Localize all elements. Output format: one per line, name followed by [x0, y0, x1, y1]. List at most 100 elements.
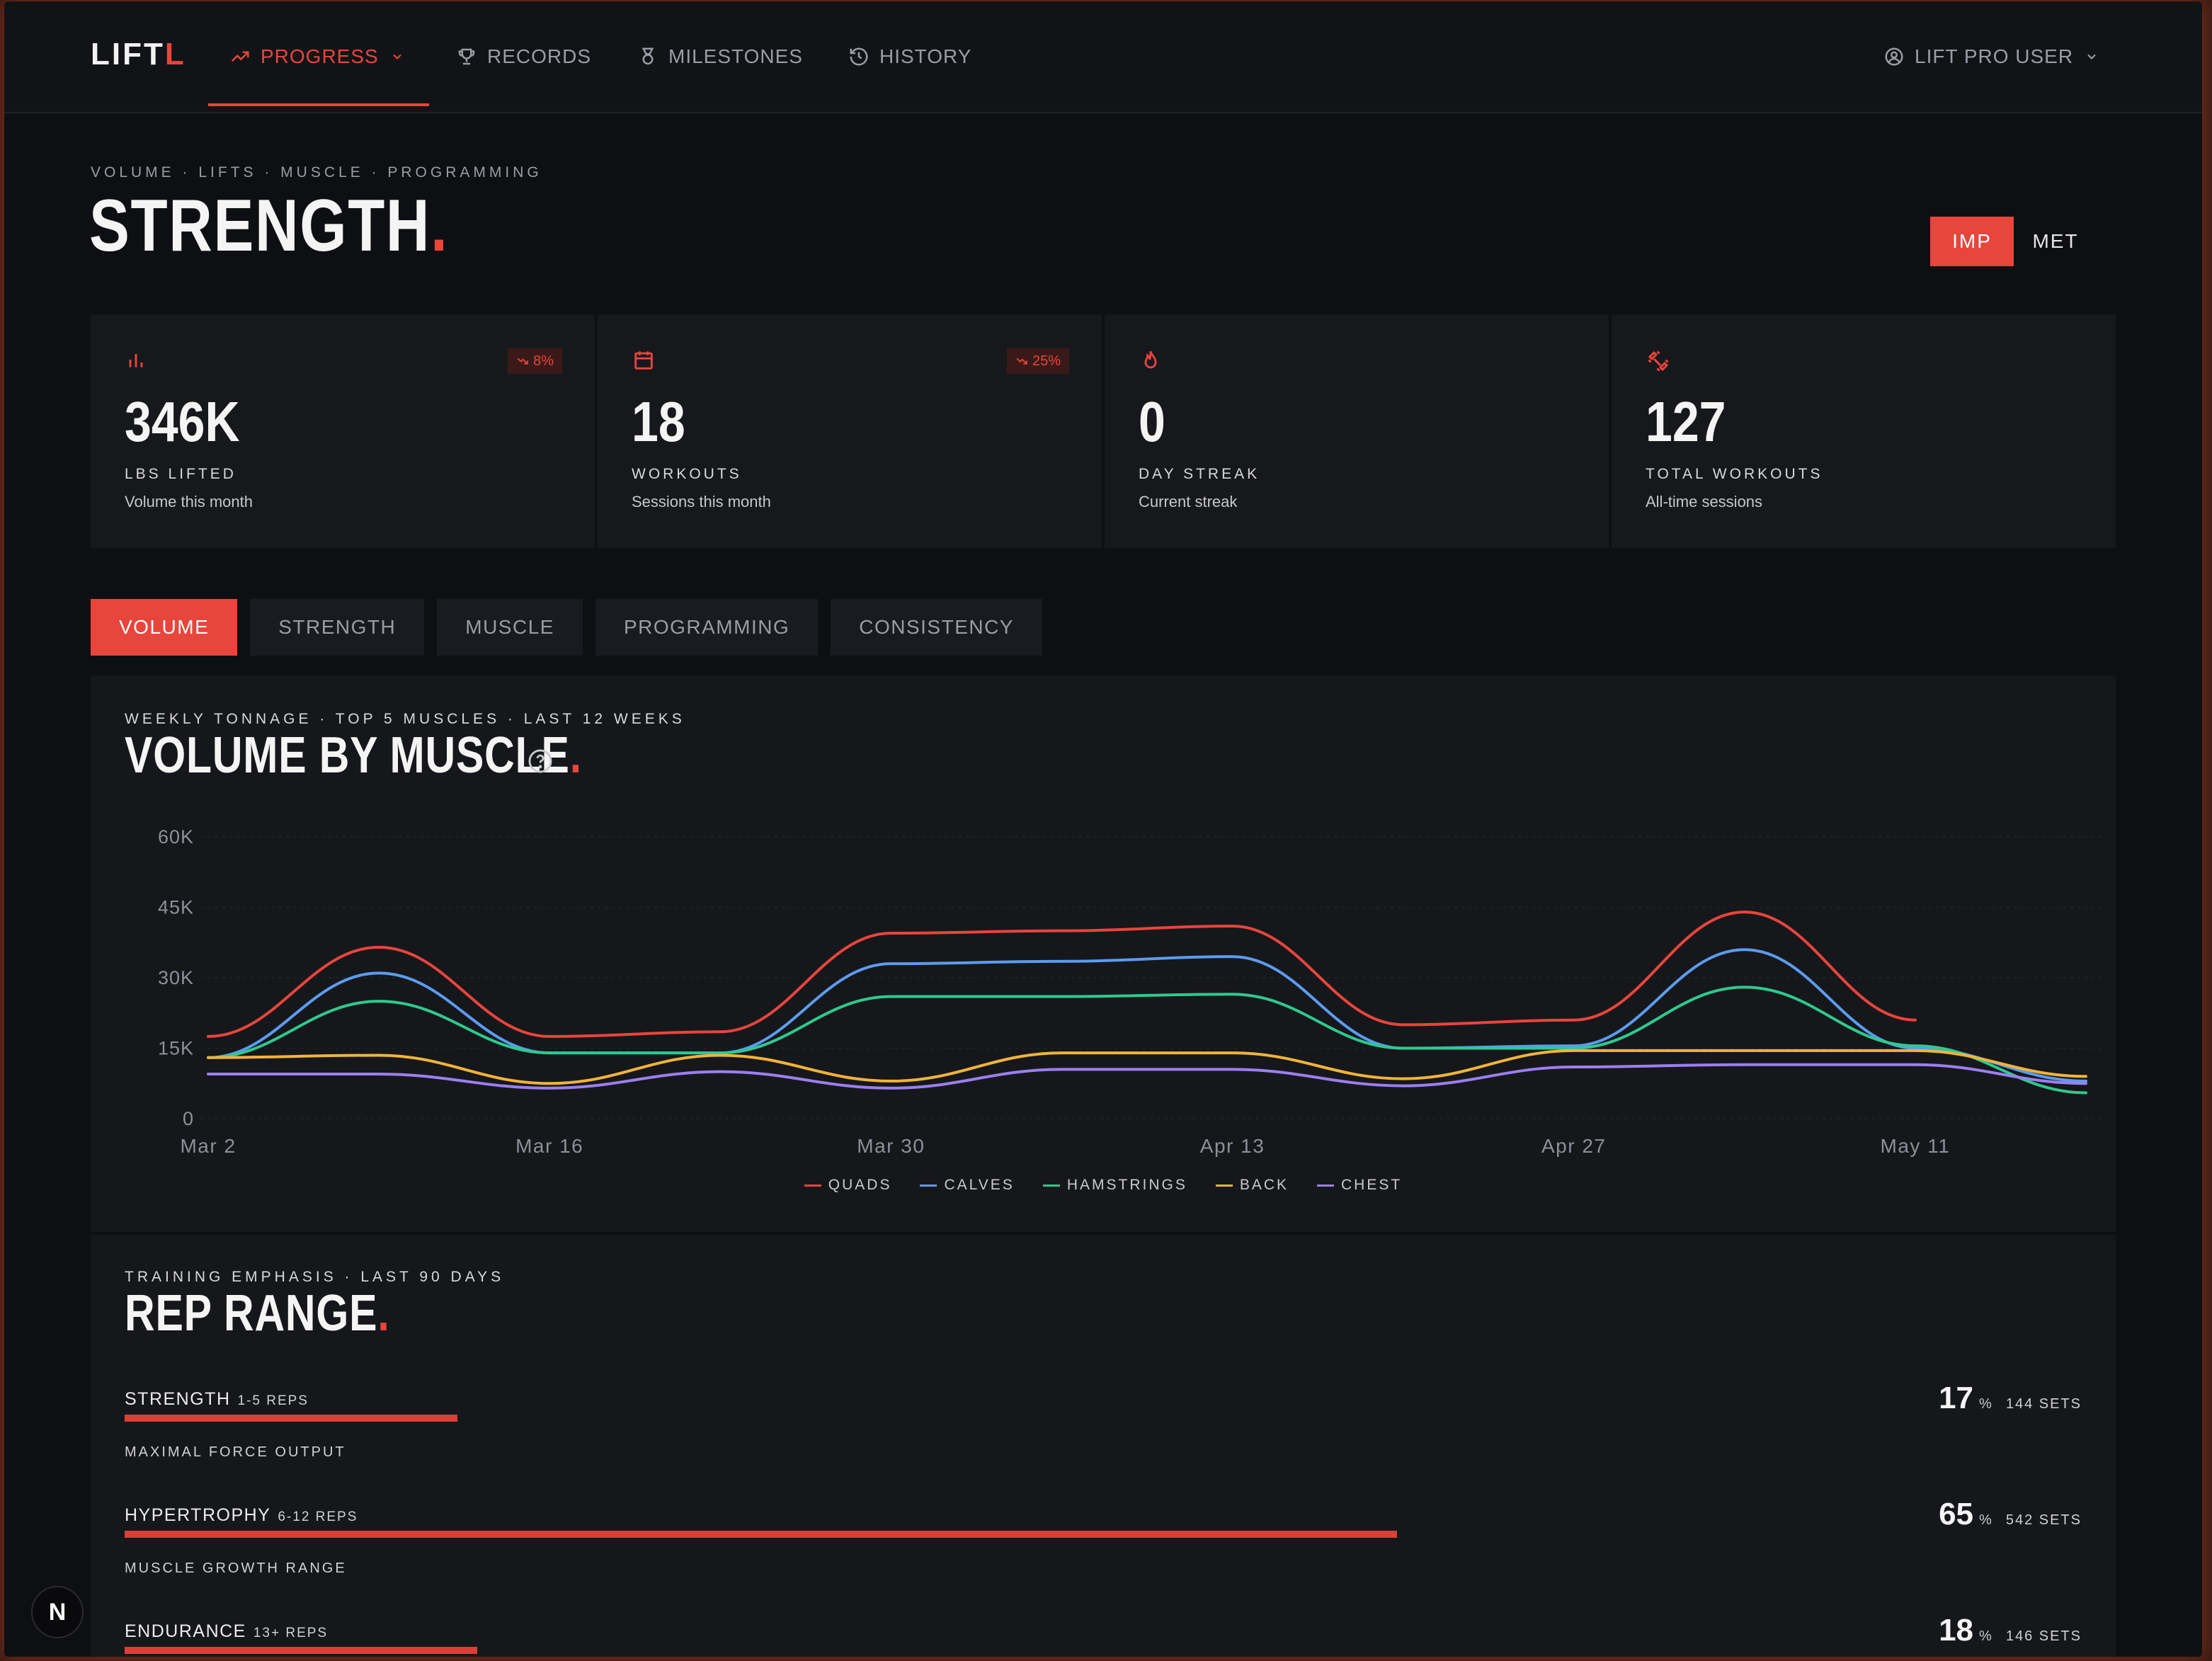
stat-card-workouts: 25% 18 WORKOUTS Sessions this month: [598, 314, 1102, 548]
trending-up-icon: [231, 51, 249, 62]
unit-imperial-button[interactable]: IMP: [1930, 217, 2014, 266]
unit-toggle: IMP MET: [1930, 217, 2097, 266]
bar-chart-icon: [129, 354, 143, 367]
stat-sub: Current streak: [1139, 493, 1238, 510]
top-nav: LIFTL PROGRESS RECORDS MILESTONES HISTOR…: [4, 1, 2202, 113]
nav-records-label: RECORDS: [487, 45, 592, 67]
chart-title: VOLUME BY MUSCLE.: [125, 727, 582, 784]
chart-eyebrow: WEEKLY TONNAGE · TOP 5 MUSCLES · LAST 12…: [125, 711, 685, 727]
page-title: STRENGTH.: [89, 185, 449, 267]
section-tabs: VOLUME STRENGTH MUSCLE PROGRAMMING CONSI…: [91, 599, 1042, 656]
trending-down-icon: [517, 358, 528, 365]
x-tick-label: Mar 2: [180, 1135, 236, 1157]
rep-stat: 65% 542 SETS: [1939, 1497, 2082, 1531]
legend-item-chest[interactable]: CHEST: [1317, 1177, 1402, 1194]
legend-item-calves[interactable]: CALVES: [920, 1177, 1014, 1194]
stat-label: WORKOUTS: [632, 466, 742, 482]
trend-badge: 8%: [508, 348, 562, 374]
rep-range-panel: TRAINING EMPHASIS · LAST 90 DAYS REP RAN…: [91, 1235, 2116, 1657]
chevron-down-icon: [2087, 54, 2096, 59]
y-tick-label: 0: [183, 1108, 194, 1129]
rep-row-hypertrophy: HYPERTROPHY 6-12 REPS MUSCLE GROWTH RANGE…: [125, 1497, 2082, 1611]
nextjs-badge[interactable]: N: [31, 1586, 84, 1638]
history-icon: [850, 47, 868, 66]
tab-muscle[interactable]: MUSCLE: [437, 599, 583, 656]
nav-milestones[interactable]: MILESTONES: [637, 30, 803, 84]
legend-swatch: [804, 1184, 821, 1187]
series-line-hamstrings: [207, 986, 2087, 1095]
user-name: LIFT PRO USER: [1915, 45, 2074, 67]
stat-value: 0: [1139, 390, 1165, 453]
series-line-back: [207, 1049, 2087, 1085]
legend-label: QUADS: [828, 1177, 892, 1193]
rep-name: HYPERTROPHY 6-12 REPS: [125, 1505, 358, 1525]
stat-sub: All-time sessions: [1646, 493, 1763, 510]
calendar-icon: [634, 351, 653, 370]
rep-bar: [125, 1531, 1397, 1538]
y-tick-label: 45K: [158, 897, 194, 918]
tab-strength[interactable]: STRENGTH: [250, 599, 425, 656]
rep-desc: MUSCLE GROWTH RANGE: [125, 1560, 347, 1576]
trend-badge: 25%: [1006, 348, 1069, 374]
x-tick-label: Apr 27: [1541, 1135, 1607, 1157]
legend-label: HAMSTRINGS: [1066, 1177, 1187, 1193]
volume-line-chart: 0 15K 30K 45K 60K Mar 2 Mar 16 Mar 30 Apr 13 Apr …: [158, 826, 2107, 1157]
legend-swatch: [1215, 1184, 1233, 1187]
legend-swatch: [1042, 1184, 1060, 1187]
active-nav-underline: [208, 103, 429, 106]
stat-value: 346K: [125, 390, 240, 453]
stat-value: 127: [1646, 390, 1726, 453]
nav-progress[interactable]: PROGRESS: [229, 30, 404, 84]
nav-history-label: HISTORY: [879, 45, 972, 67]
user-menu[interactable]: LIFT PRO USER: [1883, 30, 2099, 84]
stat-sub: Volume this month: [125, 493, 253, 510]
tab-programming[interactable]: PROGRAMMING: [595, 599, 819, 656]
y-tick-label: 60K: [158, 826, 194, 847]
y-tick-label: 30K: [158, 967, 194, 988]
stat-label: DAY STREAK: [1139, 466, 1260, 482]
legend-item-back[interactable]: BACK: [1215, 1177, 1289, 1194]
flame-icon: [1144, 350, 1157, 369]
unit-metric-button[interactable]: MET: [2032, 230, 2079, 252]
legend-label: CALVES: [944, 1177, 1015, 1193]
nav-records[interactable]: RECORDS: [456, 30, 591, 84]
legend-item-quads[interactable]: QUADS: [804, 1177, 892, 1194]
rep-bar: [125, 1647, 477, 1654]
trending-down-icon: [1016, 358, 1027, 365]
rep-bar-track: [125, 1415, 2082, 1422]
x-tick-label: Apr 13: [1200, 1135, 1265, 1157]
nav-progress-label: PROGRESS: [261, 45, 379, 67]
rep-name: ENDURANCE 13+ REPS: [125, 1621, 329, 1641]
rep-eyebrow: TRAINING EMPHASIS · LAST 90 DAYS: [125, 1269, 505, 1285]
stat-cards: 8% 346K LBS LIFTED Volume this month 25%…: [91, 314, 2116, 548]
rep-stat: 18% 146 SETS: [1939, 1613, 2082, 1648]
legend-label: BACK: [1239, 1177, 1289, 1193]
app-window: LIFTL PROGRESS RECORDS MILESTONES HISTOR…: [4, 1, 2202, 1657]
rep-bar-track: [125, 1647, 2082, 1654]
stat-value: 18: [632, 390, 685, 453]
legend-label: CHEST: [1341, 1177, 1403, 1193]
rep-stat: 17% 144 SETS: [1939, 1381, 2082, 1415]
stat-sub: Sessions this month: [632, 493, 771, 510]
chart-legend: QUADS CALVES HAMSTRINGS BACK CHEST: [91, 1177, 2116, 1194]
rep-bar-track: [125, 1531, 2082, 1538]
rep-name: STRENGTH 1-5 REPS: [125, 1389, 309, 1409]
dumbbell-icon: [1648, 350, 1669, 372]
tab-volume[interactable]: VOLUME: [91, 599, 238, 656]
legend-item-hamstrings[interactable]: HAMSTRINGS: [1042, 1177, 1187, 1194]
medal-icon: [642, 47, 654, 65]
nav-history[interactable]: HISTORY: [848, 30, 971, 84]
nav-milestones-label: MILESTONES: [668, 45, 803, 67]
series-line-quads: [207, 911, 1917, 1038]
legend-swatch: [1317, 1184, 1335, 1187]
rep-row-strength: STRENGTH 1-5 REPS MAXIMAL FORCE OUTPUT 17…: [125, 1381, 2082, 1495]
stat-label: LBS LIFTED: [125, 466, 236, 482]
series-line-chest: [207, 1063, 2087, 1090]
rep-desc: MAXIMAL FORCE OUTPUT: [125, 1444, 346, 1460]
legend-swatch: [920, 1184, 937, 1187]
tab-consistency[interactable]: CONSISTENCY: [831, 599, 1042, 656]
rep-row-endurance: ENDURANCE 13+ REPS 18% 146 SETS: [125, 1613, 2082, 1657]
logo[interactable]: LIFTL: [91, 37, 186, 72]
help-icon[interactable]: [527, 748, 554, 775]
x-tick-label: Mar 16: [515, 1135, 583, 1157]
